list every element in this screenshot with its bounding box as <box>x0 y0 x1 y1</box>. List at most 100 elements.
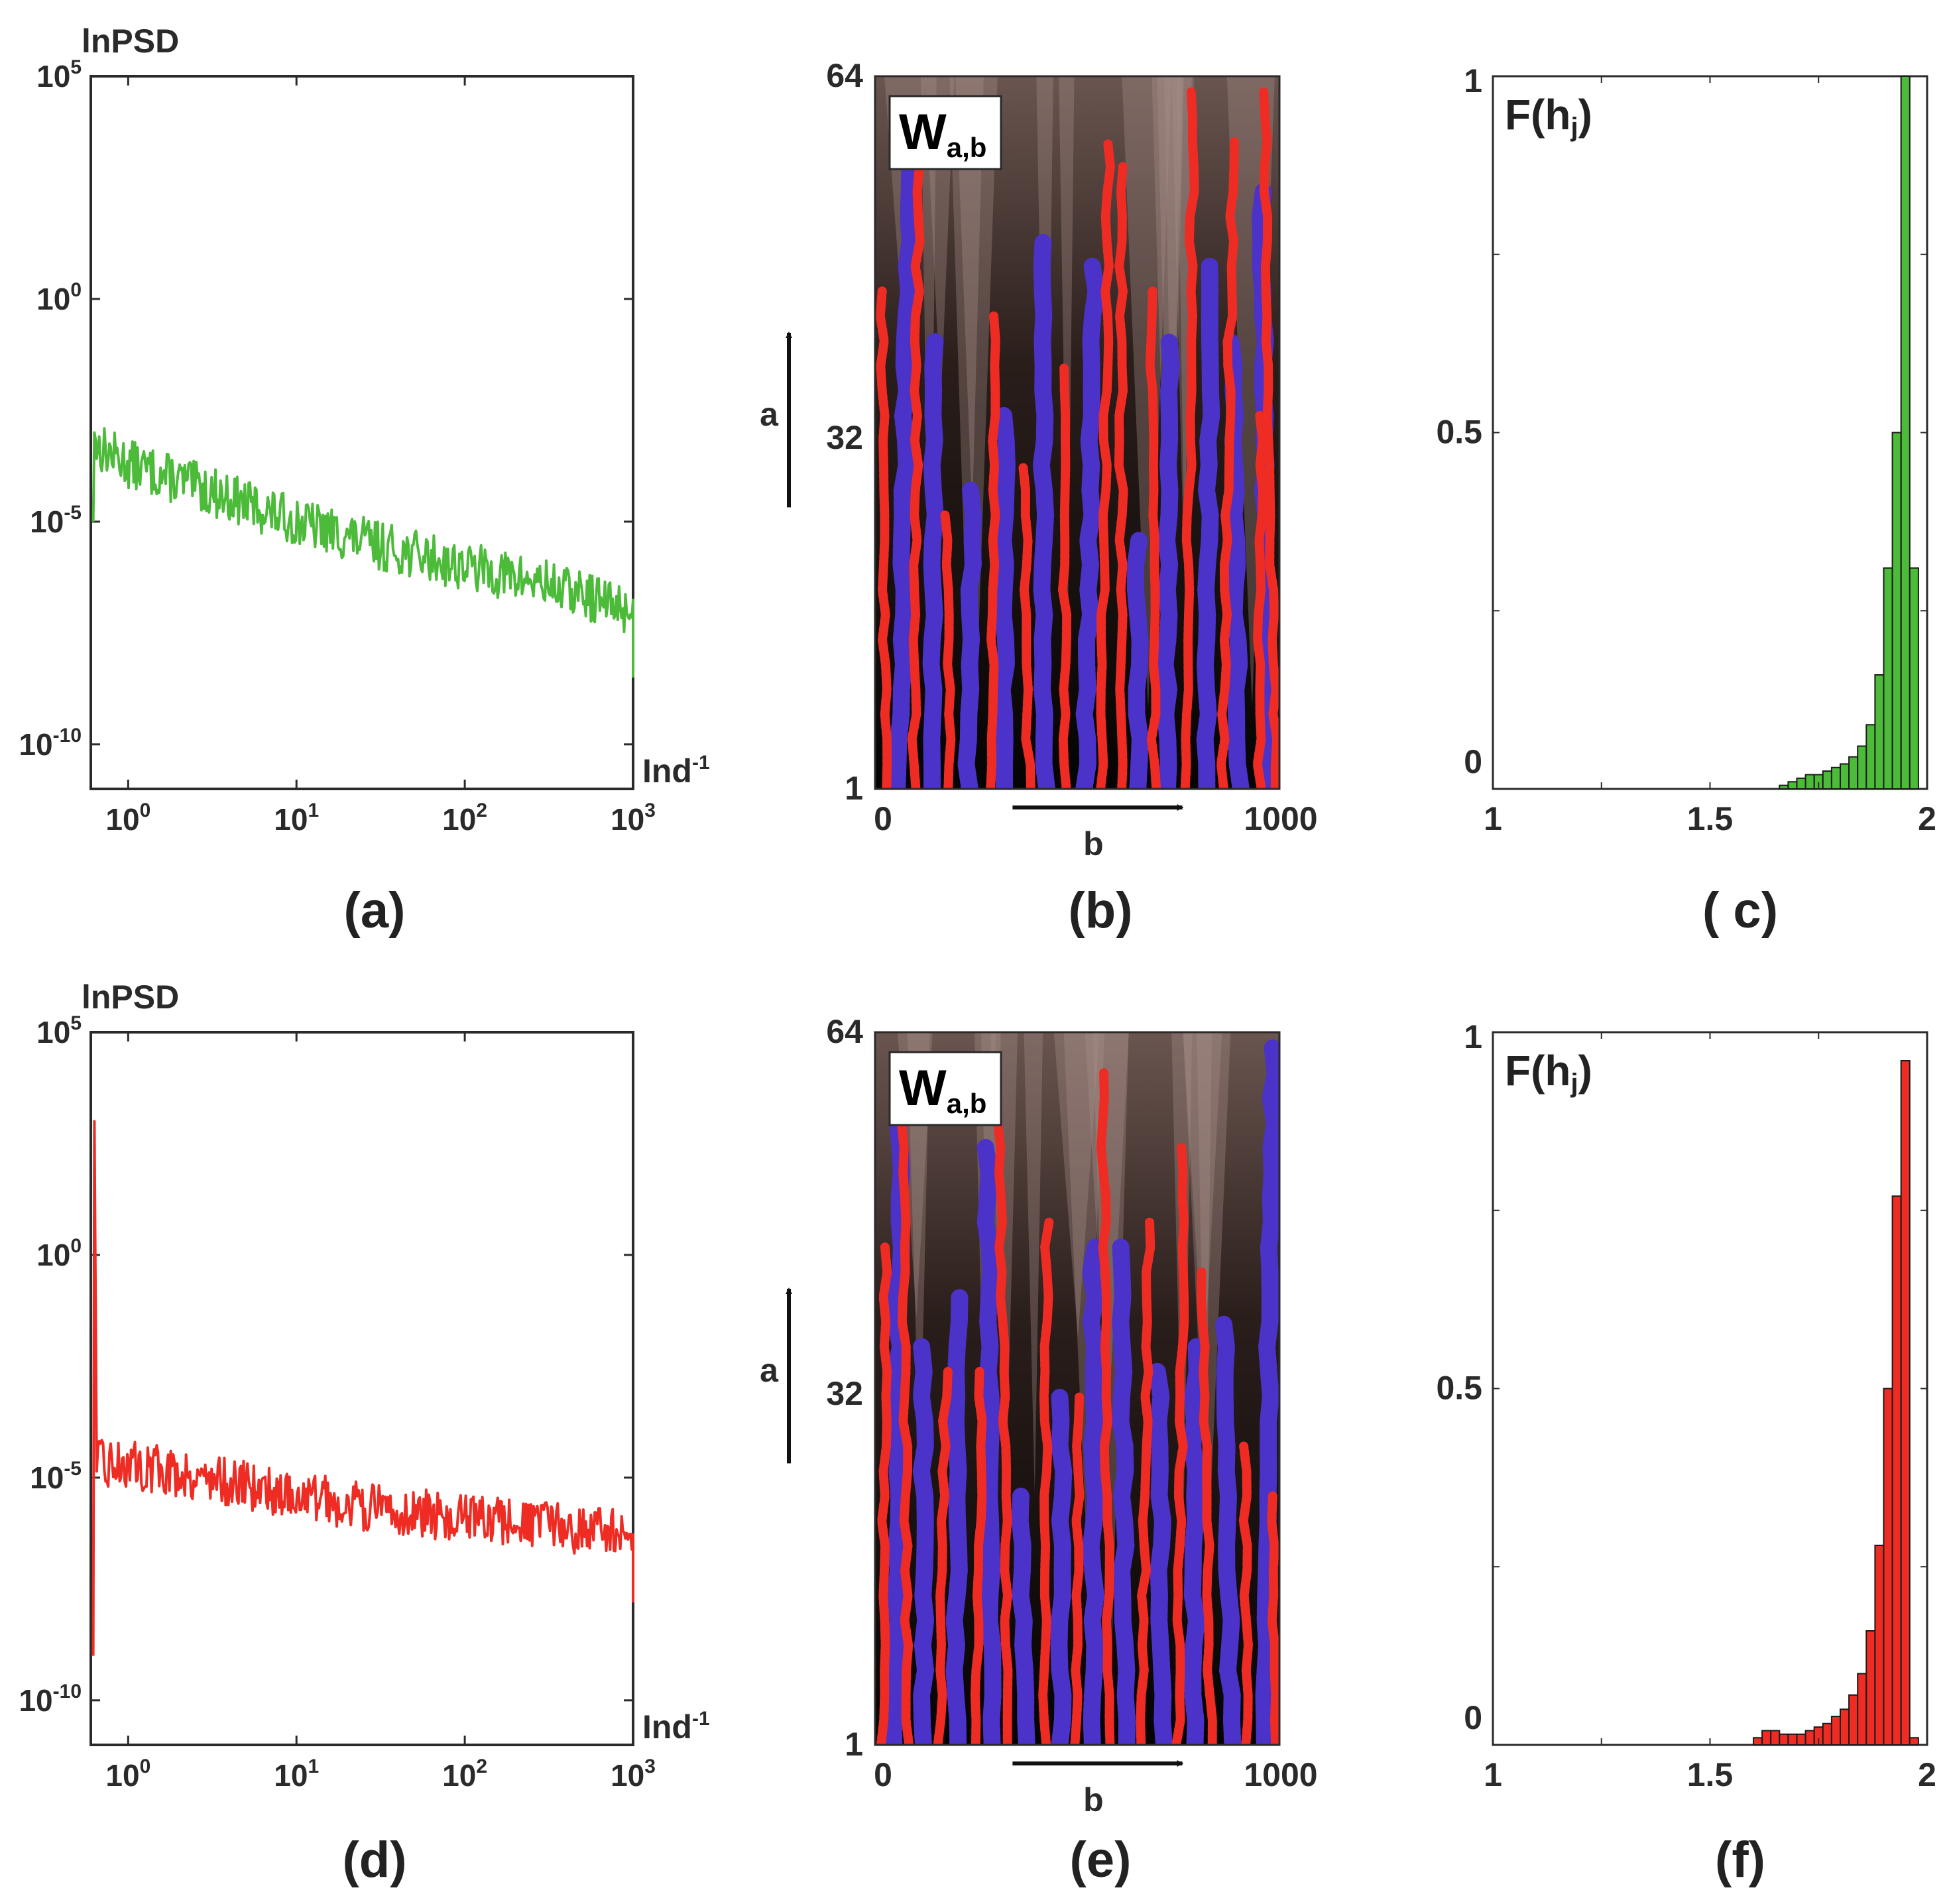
red-maxima-ridge <box>1180 87 1199 789</box>
y-tick-label: 10-5 <box>30 502 82 539</box>
x-tick-label-exp: 2 <box>476 1755 487 1777</box>
blue-maxima-ridge <box>1156 332 1180 789</box>
y-tick-label-exp: -5 <box>64 502 82 524</box>
panel-label-c: ( c) <box>1702 882 1778 939</box>
y-tick-label: 1 <box>1464 1018 1482 1055</box>
histogram-bar <box>1891 1195 1902 1746</box>
x-tick-label-base: 10 <box>442 1758 476 1793</box>
red-maxima-ridge <box>1114 162 1128 789</box>
map-light-band <box>1053 1032 1100 1338</box>
x-axis-label: Ind-1 <box>642 1708 710 1746</box>
panel-label-b: (b) <box>1068 882 1133 939</box>
blue-maxima-ridge <box>945 1288 969 1745</box>
y-axis-label: a <box>760 1352 779 1389</box>
x-tick-label-exp: 2 <box>476 800 487 821</box>
x-tick-label-exp: 1 <box>308 1755 319 1777</box>
histogram-bar <box>1779 1733 1789 1746</box>
y-tick-label: 10-5 <box>30 1458 82 1495</box>
red-maxima-ridge <box>1145 286 1161 789</box>
y-tick-label: 0.5 <box>1436 1370 1482 1407</box>
y-tick-label: 10-10 <box>19 725 82 762</box>
map-title-sub: a,b <box>947 132 987 163</box>
x-tick-label-exp: 0 <box>140 800 151 821</box>
x-axis-label-sup: -1 <box>692 1708 710 1730</box>
y-axis-label-sub: j <box>1570 1069 1578 1098</box>
x-tick-label: 1000 <box>1244 1756 1317 1793</box>
x-tick-label: 100 <box>105 1755 150 1793</box>
x-tick-label: 1 <box>1484 800 1502 837</box>
histogram-bar <box>1822 1722 1832 1746</box>
plot-frame <box>1492 75 1928 790</box>
histogram-bar <box>1883 1388 1893 1746</box>
map-title-sub: a,b <box>947 1088 987 1119</box>
psd-series-line <box>91 427 634 678</box>
map-frame <box>874 1031 1281 1746</box>
y-tick-label: 32 <box>826 419 863 456</box>
x-tick-label: 1.5 <box>1687 1756 1734 1793</box>
x-tick-label-base: 10 <box>274 802 308 837</box>
y-tick-label: 1 <box>1464 62 1482 99</box>
histogram-f: 0 0.5 1 1 1.5 2 F(hj) <box>1436 1018 1936 1793</box>
red-maxima-ridge <box>875 286 892 789</box>
red-maxima-ridge <box>1096 1068 1115 1745</box>
x-axis-label: b <box>1083 1781 1104 1818</box>
blue-maxima-ridge <box>1196 257 1220 789</box>
histogram-bar <box>1848 756 1859 790</box>
y-tick-label-base: 10 <box>36 59 70 93</box>
histogram-bar <box>1865 1630 1876 1746</box>
histogram-bar <box>1804 774 1815 790</box>
x-tick-label: 101 <box>274 800 319 837</box>
red-maxima-ridge <box>1018 461 1035 789</box>
red-maxima-ridge <box>1171 1143 1189 1745</box>
blue-maxima-ridge <box>1183 1338 1206 1745</box>
x-tick-label-exp: 3 <box>644 800 656 821</box>
y-tick-label: 1 <box>845 1726 863 1763</box>
y-tick-label: 0 <box>1464 1699 1482 1736</box>
x-tick-label: 0 <box>874 1756 892 1793</box>
plot-frame <box>89 1031 634 1746</box>
x-axis-label-main: Ind <box>642 1708 692 1746</box>
panel-label-f: (f) <box>1715 1832 1765 1888</box>
red-maxima-ridge <box>1216 137 1239 789</box>
histogram-bar <box>1840 763 1850 790</box>
blue-maxima-ridge <box>993 406 1016 789</box>
red-maxima-ridge <box>1096 137 1116 789</box>
histogram-bar <box>1848 1694 1859 1746</box>
red-maxima-ridge <box>1057 361 1072 789</box>
histogram-c: 0 0.5 1 1 1.5 2 F(hj) <box>1436 62 1936 837</box>
blue-maxima-ridge <box>1126 531 1149 789</box>
blue-maxima-ridge <box>957 481 982 789</box>
wavelet-map-b: Wa,b 1 32 64 0 1000 a b <box>760 57 1318 863</box>
y-tick-label: 105 <box>36 1012 82 1049</box>
map-content <box>875 76 1279 789</box>
y-tick-label-base: 10 <box>30 1460 64 1495</box>
psd-series-line <box>91 1120 634 1656</box>
histogram-bar <box>1796 777 1806 790</box>
x-tick-label-base: 10 <box>105 1758 139 1793</box>
y-tick-label-base: 10 <box>36 282 70 316</box>
histogram-bar <box>1787 781 1798 790</box>
map-light-band <box>1024 1032 1043 1494</box>
blue-maxima-ridge <box>922 332 944 789</box>
y-axis-label-end: ) <box>1578 1047 1592 1095</box>
y-axis-label-main: F(h <box>1505 91 1571 139</box>
map-title-box <box>888 95 1002 170</box>
histogram-bar <box>1857 745 1867 790</box>
y-axis-label-main: F(h <box>1505 1047 1571 1095</box>
histogram-bar <box>1900 1060 1911 1746</box>
x-axis-label-sup: -1 <box>692 752 710 774</box>
map-light-band <box>1059 76 1075 632</box>
histogram-bar <box>1874 1545 1885 1746</box>
x-tick-label: 2 <box>1918 1756 1936 1793</box>
plot-frame <box>89 75 634 790</box>
map-light-band <box>1183 1032 1231 1557</box>
blue-maxima-ridge <box>1112 1238 1136 1745</box>
charts-root: 100 101 102 10310510010-510-10lnPSDInd-1Wa,… <box>19 23 1936 1818</box>
red-maxima-ridge <box>933 1366 953 1745</box>
histogram-bar <box>1874 674 1885 790</box>
histogram-bar <box>1909 567 1919 790</box>
panel-label-a: (a) <box>343 882 406 939</box>
x-tick-label: 103 <box>611 800 656 837</box>
